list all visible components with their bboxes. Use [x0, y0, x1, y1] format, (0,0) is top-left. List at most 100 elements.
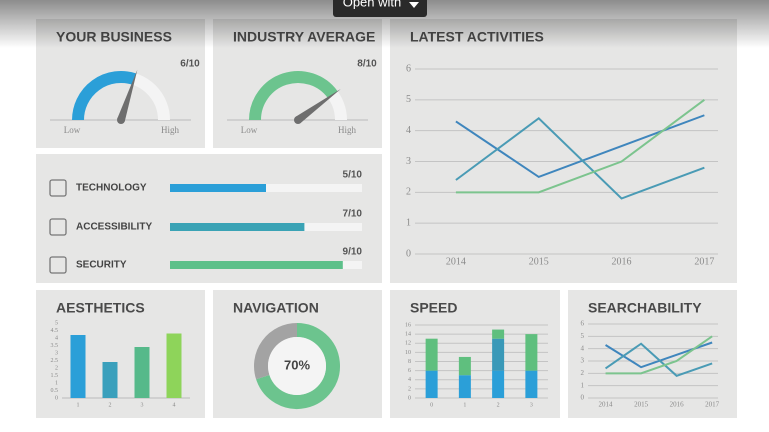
y-tick-label: 5 [406, 94, 411, 105]
donut-slice [254, 323, 298, 380]
gauge-max-label: High [161, 125, 180, 135]
y-tick-label: 8 [408, 359, 411, 365]
gauge-value-label: 6/10 [180, 59, 200, 70]
donut-slice [256, 323, 340, 409]
y-tick-label: 3 [55, 350, 58, 356]
x-tick-label: 2017 [694, 256, 714, 267]
row-label: SECURITY [76, 260, 127, 271]
y-tick-label: 3 [406, 156, 411, 167]
row-icon [49, 218, 67, 236]
y-tick-label: 0.5 [51, 388, 59, 394]
x-tick-label: 4 [173, 402, 176, 408]
button-label[interactable]: Open with [343, 0, 402, 9]
x-tick-label: 2016 [612, 256, 632, 267]
gauge-value-label: 8/10 [357, 59, 377, 70]
y-tick-label: 6 [581, 320, 585, 328]
gauge-needle [117, 69, 138, 122]
gauge-arc [72, 71, 137, 121]
line-series [455, 117, 705, 200]
gauge-min-label: Low [241, 125, 258, 135]
y-tick-label: 3 [581, 357, 585, 365]
bar-segment [492, 338, 505, 371]
x-tick-label: 2014 [446, 256, 466, 267]
row-label: TECHNOLOGY [76, 183, 147, 194]
x-tick-label: 2015 [634, 401, 649, 409]
bar-segment [525, 370, 538, 398]
y-tick-label: 1 [406, 217, 411, 228]
panel [390, 19, 737, 283]
y-tick-label: 0 [406, 248, 411, 259]
x-tick-label: 3 [141, 402, 144, 408]
progress-value-label: 5/10 [343, 170, 363, 181]
bar-segment [492, 329, 505, 339]
line-series [605, 335, 713, 375]
line-series [455, 99, 705, 194]
progress-value-label: 7/10 [343, 209, 363, 220]
y-tick-label: 2 [406, 187, 411, 198]
y-tick-label: 16 [405, 322, 411, 328]
y-tick-label: 3.5 [51, 343, 59, 349]
y-tick-label: 5 [581, 332, 585, 340]
y-tick-label: 4.5 [51, 328, 59, 334]
x-tick-label: 2014 [599, 401, 614, 409]
bar [70, 335, 86, 398]
open-with-button[interactable]: Open with [333, 0, 427, 17]
y-tick-label: 6 [408, 368, 411, 374]
y-tick-label: 4 [55, 335, 58, 341]
progress-bar [170, 184, 266, 192]
bar-segment [458, 356, 471, 376]
x-tick-label: 3 [530, 402, 533, 408]
row-icon [49, 256, 67, 274]
progress-bar [170, 261, 343, 269]
y-tick-label: 5 [55, 320, 58, 326]
y-tick-label: 0 [581, 394, 585, 402]
panels: YOUR BUSINESS 6/10 Low High INDUSTRY AVERAGE… [36, 19, 737, 418]
bar-segment [425, 338, 438, 371]
row-icon [49, 179, 67, 197]
x-tick-label: 2017 [705, 401, 720, 409]
gauge-min-label: Low [64, 125, 81, 135]
y-tick-label: 4 [406, 125, 411, 136]
progress-bar [170, 223, 305, 231]
y-tick-label: 6 [406, 63, 411, 74]
y-tick-label: 2 [581, 369, 585, 377]
bar-segment [525, 334, 538, 371]
gauge-needle [295, 88, 341, 124]
y-tick-label: 2 [55, 365, 58, 371]
panel-title: SEARCHABILITY [588, 300, 702, 316]
x-tick-label: 1 [463, 402, 466, 408]
progress-value-label: 9/10 [343, 247, 363, 258]
y-tick-label: 2 [408, 386, 411, 392]
donut-center-label: 70% [284, 357, 310, 372]
bar [166, 333, 182, 398]
bar [134, 347, 150, 398]
y-tick-label: 1 [581, 381, 585, 389]
panel-title: INDUSTRY AVERAGE [233, 29, 375, 45]
x-tick-label: 2015 [529, 256, 549, 267]
gauge-arc [249, 71, 338, 121]
x-tick-label: 2016 [670, 401, 685, 409]
x-tick-label: 0 [430, 402, 433, 408]
row-label: ACCESSIBILITY [76, 222, 152, 233]
y-tick-label: 14 [405, 332, 411, 338]
y-tick-label: 4 [581, 344, 585, 352]
panel-title: LATEST ACTIVITIES [410, 29, 544, 45]
button-caret[interactable] [409, 2, 419, 8]
bar-segment [492, 370, 505, 398]
x-tick-label: 1 [77, 402, 80, 408]
bar-segment [425, 370, 438, 398]
y-tick-label: 10 [405, 350, 411, 356]
gauge-hub [117, 116, 125, 124]
x-tick-label: 2 [497, 402, 500, 408]
y-tick-label: 0 [408, 395, 411, 401]
y-tick-label: 4 [408, 377, 411, 383]
bar [102, 362, 118, 398]
gauge-hub [294, 116, 302, 124]
bar-segment [458, 375, 471, 398]
y-tick-label: 2.5 [51, 358, 59, 364]
y-tick-label: 12 [405, 341, 411, 347]
x-tick-label: 2 [109, 402, 112, 408]
button-bg[interactable] [333, 0, 427, 17]
